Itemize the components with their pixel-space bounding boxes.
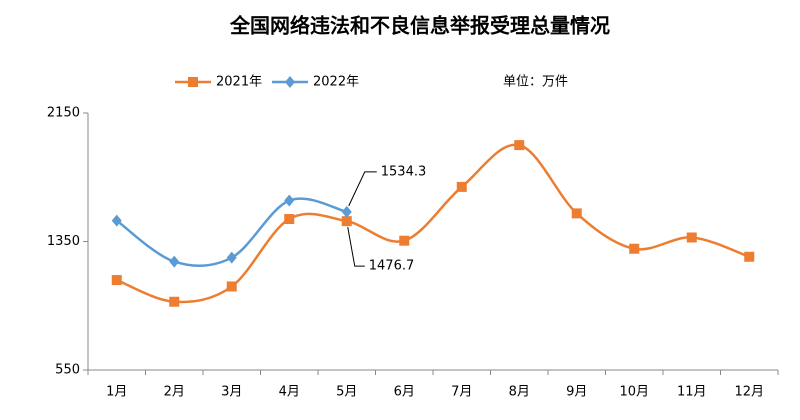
x-tick-label: 4月 xyxy=(279,385,300,400)
legend-label: 2022年 xyxy=(313,75,359,90)
point xyxy=(284,214,295,225)
annotation: 1534.3 xyxy=(381,164,427,179)
x-tick-label: 7月 xyxy=(451,385,472,400)
annotation-leader xyxy=(348,171,377,207)
x-tick-label: 1月 xyxy=(106,385,127,400)
point xyxy=(169,296,180,307)
legend-label: 2021年 xyxy=(216,75,262,90)
x-tick-label: 3月 xyxy=(221,385,242,400)
series-line xyxy=(116,143,750,304)
point xyxy=(571,208,582,219)
point xyxy=(341,216,352,227)
legend-marker xyxy=(188,77,198,87)
y-tick-label: 2150 xyxy=(47,106,80,121)
point xyxy=(111,275,122,286)
chart-title: 全国网络违法和不良信息举报受理总量情况 xyxy=(229,14,610,38)
x-tick-label: 2月 xyxy=(164,385,185,400)
point xyxy=(226,281,237,292)
point xyxy=(399,235,410,246)
y-tick-label: 550 xyxy=(55,363,80,378)
x-tick-label: 11月 xyxy=(677,385,707,400)
point xyxy=(686,232,697,243)
point xyxy=(514,140,525,151)
annotation-leader xyxy=(347,227,365,267)
x-tick-label: 8月 xyxy=(509,385,530,400)
point xyxy=(111,214,122,227)
point xyxy=(744,251,755,262)
x-tick-label: 12月 xyxy=(734,385,764,400)
y-tick-label: 1350 xyxy=(47,234,80,249)
x-tick-label: 9月 xyxy=(566,385,587,400)
point xyxy=(169,255,180,268)
annotation: 1476.7 xyxy=(369,259,415,274)
x-tick-label: 5月 xyxy=(336,385,357,400)
point xyxy=(629,243,640,254)
point xyxy=(341,205,352,218)
legend-marker xyxy=(285,76,295,88)
x-tick-label: 10月 xyxy=(619,385,649,400)
point xyxy=(226,251,237,264)
point xyxy=(284,194,295,207)
unit-note: 单位：万件 xyxy=(503,75,568,90)
x-tick-label: 6月 xyxy=(394,385,415,400)
point xyxy=(456,181,467,192)
